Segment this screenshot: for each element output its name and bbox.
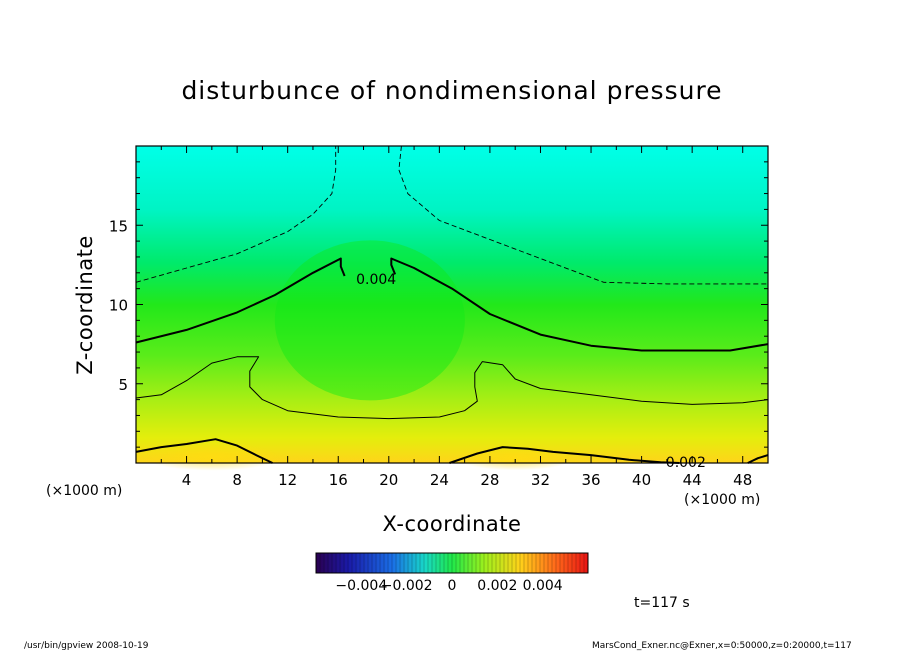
time-label: t=117 s bbox=[634, 595, 690, 611]
y-tick-label: 10 bbox=[109, 297, 128, 315]
x-unit-label-left: (×1000 m) bbox=[46, 483, 123, 499]
x-tick-label: 24 bbox=[430, 471, 449, 489]
colorbar: −0.004−0.002 0 0.002 0.004 bbox=[315, 552, 589, 594]
pressure-field bbox=[136, 146, 768, 471]
colorbar-gradient bbox=[315, 552, 589, 574]
colorbar-tick-label: 0.004 bbox=[523, 578, 563, 594]
contour-line bbox=[449, 446, 680, 464]
contour-line bbox=[135, 438, 273, 464]
contour-line bbox=[135, 257, 346, 344]
contour-line bbox=[390, 257, 769, 352]
contour-line bbox=[135, 356, 769, 420]
footer-left-text: /usr/bin/gpview 2008-10-19 bbox=[24, 641, 149, 651]
x-tick-label: 12 bbox=[278, 471, 297, 489]
contour-line bbox=[747, 454, 769, 464]
x-tick-label: 36 bbox=[581, 471, 600, 489]
chart-title: disturbunce of nondimensional pressure bbox=[181, 76, 723, 105]
x-tick-label: 40 bbox=[632, 471, 651, 489]
colorbar-tick-label: −0.002 bbox=[381, 578, 433, 594]
y-tick-label: 5 bbox=[118, 376, 128, 394]
colorbar-tick-label: 0.002 bbox=[477, 578, 517, 594]
field-core bbox=[274, 240, 465, 401]
contour-label: 0.004 bbox=[356, 272, 396, 288]
contour-line bbox=[398, 145, 768, 285]
x-tick-label: 8 bbox=[232, 471, 242, 489]
x-axis-label: X-coordinate bbox=[382, 512, 522, 536]
colorbar-tick-label: 0 bbox=[448, 578, 457, 594]
colorbar-tick-label: −0.004 bbox=[335, 578, 387, 594]
footer-right-text: MarsCond_Exner.nc@Exner,x=0:50000,z=0:20… bbox=[592, 641, 852, 651]
x-tick-label: 28 bbox=[480, 471, 499, 489]
x-tick-label: 48 bbox=[733, 471, 752, 489]
x-tick-label: 32 bbox=[531, 471, 550, 489]
y-tick-label: 15 bbox=[109, 217, 128, 235]
x-tick-label: 4 bbox=[182, 471, 192, 489]
field-hotspot bbox=[455, 446, 576, 471]
field-background bbox=[136, 146, 768, 463]
x-unit-label-right: (×1000 m) bbox=[684, 492, 761, 508]
x-tick-label: 16 bbox=[329, 471, 348, 489]
x-tick-label: 20 bbox=[379, 471, 398, 489]
x-tick-label: 44 bbox=[683, 471, 702, 489]
